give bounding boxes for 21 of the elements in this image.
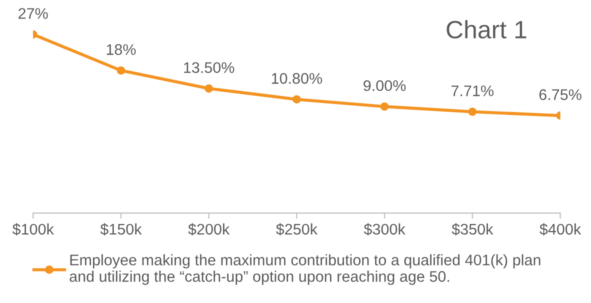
data-label: 27% bbox=[18, 8, 48, 19]
data-label: 6.75% bbox=[539, 89, 582, 100]
point bbox=[380, 102, 389, 111]
x-tick-label: $200k bbox=[188, 223, 230, 236]
data-label: 18% bbox=[106, 44, 136, 55]
point bbox=[292, 95, 301, 104]
x-tick-label: $150k bbox=[100, 223, 142, 236]
point bbox=[204, 84, 213, 93]
x-tick-label: $350k bbox=[452, 223, 494, 236]
x-tick-label: $100k bbox=[12, 223, 54, 236]
chart-title: Chart 1 bbox=[446, 20, 526, 39]
point bbox=[116, 66, 126, 75]
x-tick-label: $250k bbox=[276, 223, 318, 236]
data-label: 9.00% bbox=[364, 80, 406, 92]
data-label: 10.80% bbox=[272, 73, 322, 84]
data-label: 7.71% bbox=[452, 85, 494, 96]
x-tick-label: $300k bbox=[364, 223, 406, 236]
legend-label: Employee making the maximum contribution to a qualified 401(k) plan and utilizing the “catch-up” option upon reaching age 50. bbox=[70, 254, 540, 285]
data-label: 13.50% bbox=[184, 62, 234, 74]
x-tick-label: $400k bbox=[540, 223, 582, 236]
point bbox=[468, 108, 477, 116]
